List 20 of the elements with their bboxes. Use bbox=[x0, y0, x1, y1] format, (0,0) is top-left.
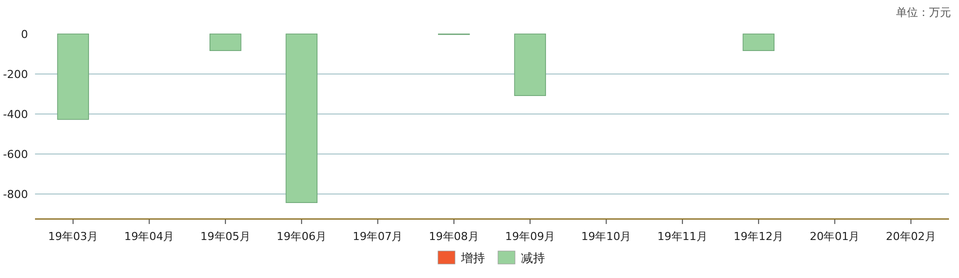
y-tick-label: -400 bbox=[3, 108, 28, 121]
x-tick-label: 19年08月 bbox=[428, 230, 479, 243]
y-tick-label: -600 bbox=[3, 148, 28, 161]
x-tick-label: 19年03月 bbox=[48, 230, 98, 243]
legend-label: 增持 bbox=[460, 251, 485, 265]
x-tick-label: 19年11月 bbox=[657, 230, 708, 243]
x-tick-label: 19年09月 bbox=[505, 230, 556, 243]
x-tick-label: 19年05月 bbox=[200, 230, 250, 243]
x-tick-label: 19年10月 bbox=[581, 230, 632, 243]
x-tick-label: 20年02月 bbox=[886, 230, 936, 243]
x-tick-label: 19年07月 bbox=[352, 230, 403, 243]
x-tick-label: 20年01月 bbox=[810, 230, 860, 243]
x-tick-label: 19年06月 bbox=[276, 230, 327, 243]
x-tick-label: 19年12月 bbox=[734, 230, 784, 243]
text: 单位：万元 bbox=[896, 6, 951, 19]
y-tick-label: -800 bbox=[3, 188, 28, 201]
y-tick-label: 0 bbox=[21, 28, 28, 41]
x-tick-label: 19年04月 bbox=[124, 230, 174, 243]
legend-label: 减持 bbox=[521, 251, 545, 265]
y-tick-label: -200 bbox=[3, 68, 28, 81]
